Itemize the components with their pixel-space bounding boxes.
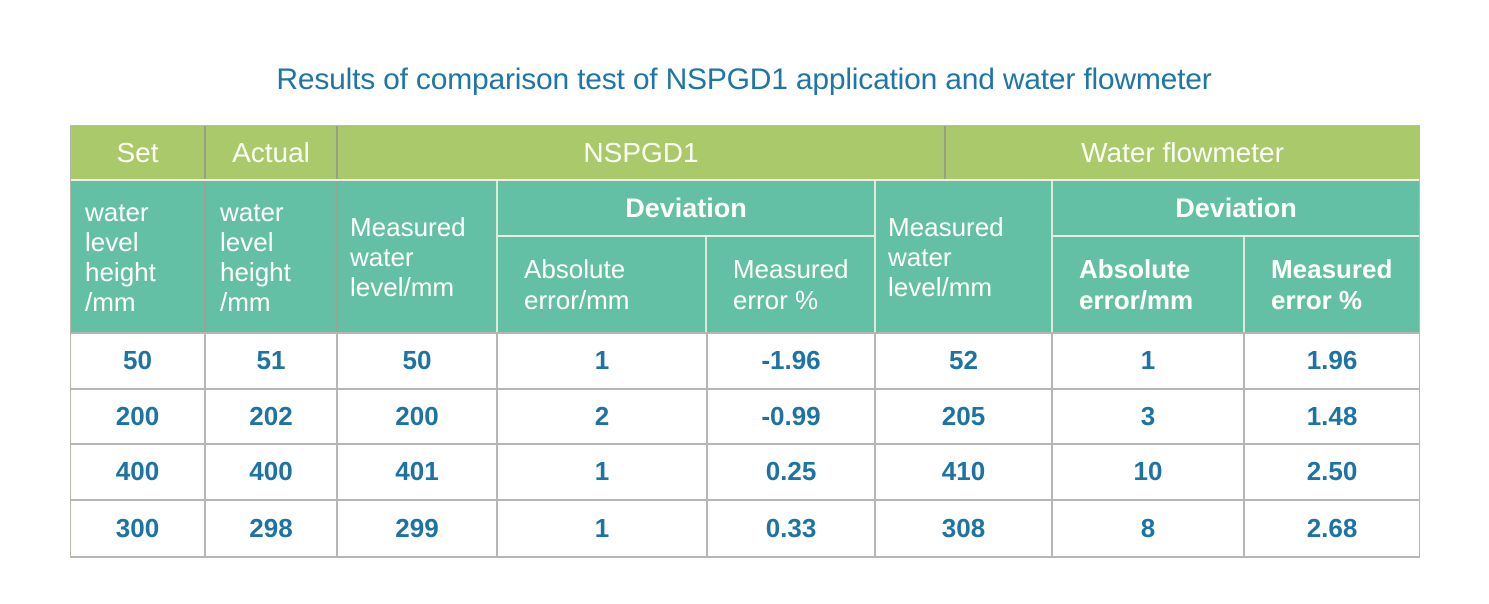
table-cell: 400 (71, 445, 206, 501)
nspgd1-deviation-group: Deviation Absolute error/mm Measured err… (498, 181, 876, 332)
table-cell: 0.25 (708, 445, 876, 501)
col-header-nspgd1-absolute-error: Absolute error/mm (498, 237, 707, 332)
table-cell: 1 (498, 334, 708, 390)
comparison-table: Set Actual NSPGD1 Water flowmeter water … (70, 125, 1420, 558)
col-header-label: Absolute error/mm (524, 253, 630, 315)
col-header-flowmeter-measured: Measured water level/mm (876, 181, 1053, 332)
col-header-set-water-level: water level height /mm (71, 181, 206, 332)
group-header-row: Set Actual NSPGD1 Water flowmeter (71, 126, 1419, 179)
table-body: 50 51 50 1 -1.96 52 1 1.96 200 202 200 2… (71, 332, 1419, 558)
table-cell: 50 (71, 334, 206, 390)
table-cell: 2.50 (1245, 445, 1419, 501)
col-header-label: water level height /mm (85, 196, 156, 317)
col-header-label: water level height /mm (220, 196, 291, 317)
table-cell: 0.33 (708, 500, 876, 556)
col-header-label: Measured water level/mm (350, 211, 466, 302)
table-cell: -1.96 (708, 334, 876, 390)
column-header-row: water level height /mm water level heigh… (71, 179, 1419, 332)
table-cell: 200 (71, 389, 206, 445)
table-cell: 400 (206, 445, 338, 501)
group-header-nspgd1: NSPGD1 (338, 126, 946, 179)
table-cell: 205 (876, 389, 1053, 445)
col-header-flowmeter-absolute-error: Absolute error/mm (1053, 237, 1245, 332)
table-cell: 1.48 (1245, 389, 1419, 445)
table-cell: 2.68 (1245, 500, 1419, 556)
col-header-actual-water-level: water level height /mm (206, 181, 338, 332)
group-header-set: Set (71, 126, 206, 179)
table-cell: 1 (498, 500, 708, 556)
table-cell: 1 (1053, 334, 1245, 390)
table-cell: 52 (876, 334, 1053, 390)
table-cell: 50 (338, 334, 498, 390)
table-cell: -0.99 (708, 389, 876, 445)
table-cell: 3 (1053, 389, 1245, 445)
table-cell: 300 (71, 500, 206, 556)
col-header-nspgd1-measured: Measured water level/mm (338, 181, 498, 332)
table-cell: 200 (338, 389, 498, 445)
table-cell: 401 (338, 445, 498, 501)
table-cell: 410 (876, 445, 1053, 501)
table-cell: 10 (1053, 445, 1245, 501)
col-header-nspgd1-measured-error: Measured error % (706, 237, 874, 332)
group-header-actual: Actual (206, 126, 338, 179)
col-header-label: Absolute error/mm (1079, 253, 1194, 315)
col-header-label: Measured error % (1271, 253, 1393, 315)
page-title: Results of comparison test of NSPGD1 app… (276, 63, 1212, 96)
table-cell: 1 (498, 445, 708, 501)
table-cell: 299 (338, 500, 498, 556)
table-cell: 308 (876, 500, 1053, 556)
table-cell: 2 (498, 389, 708, 445)
col-header-label: Measured error % (732, 253, 849, 315)
flowmeter-deviation-subrow: Absolute error/mm Measured error % (1053, 237, 1419, 332)
col-header-label: Measured water level/mm (888, 211, 1004, 302)
col-header-flowmeter-measured-error: Measured error % (1245, 237, 1419, 332)
col-header-nspgd1-deviation: Deviation (498, 181, 874, 237)
group-header-water-flowmeter: Water flowmeter (946, 126, 1419, 179)
nspgd1-deviation-subrow: Absolute error/mm Measured error % (498, 237, 874, 332)
table-cell: 202 (206, 389, 338, 445)
col-header-flowmeter-deviation: Deviation (1053, 181, 1419, 237)
flowmeter-deviation-group: Deviation Absolute error/mm Measured err… (1053, 181, 1419, 332)
table-cell: 8 (1053, 500, 1245, 556)
table-cell: 298 (206, 500, 338, 556)
table-cell: 51 (206, 334, 338, 390)
table-cell: 1.96 (1245, 334, 1419, 390)
